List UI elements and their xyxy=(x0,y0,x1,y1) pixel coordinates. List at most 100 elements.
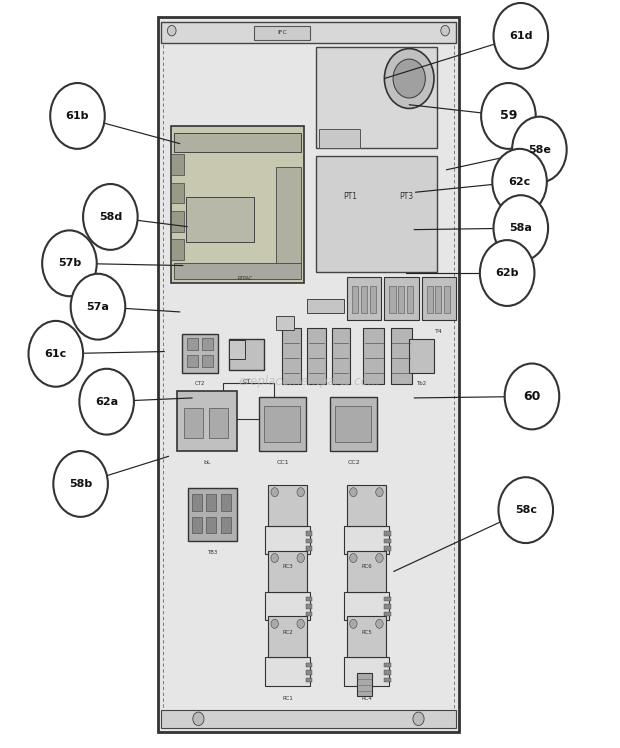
Text: CC2: CC2 xyxy=(348,460,360,465)
Bar xyxy=(229,339,264,370)
Circle shape xyxy=(297,619,304,628)
Bar xyxy=(344,657,389,686)
Bar xyxy=(335,406,371,442)
Bar xyxy=(444,286,450,313)
Bar xyxy=(363,328,384,384)
Bar xyxy=(170,126,304,283)
Bar xyxy=(188,488,237,541)
Bar xyxy=(221,517,231,533)
Bar xyxy=(192,517,202,533)
Bar xyxy=(223,383,274,419)
Bar xyxy=(384,531,391,536)
Bar xyxy=(268,485,307,526)
Bar xyxy=(306,663,312,667)
Bar xyxy=(209,408,228,438)
Text: IFC: IFC xyxy=(277,31,287,35)
Bar xyxy=(389,286,396,313)
Bar xyxy=(306,597,312,601)
Bar xyxy=(182,334,218,373)
Text: RTPAC: RTPAC xyxy=(237,276,252,281)
Bar xyxy=(221,494,231,511)
Bar xyxy=(391,328,412,384)
Circle shape xyxy=(393,59,425,98)
Bar xyxy=(356,673,372,696)
Bar xyxy=(264,406,300,442)
Bar xyxy=(398,286,404,313)
Bar xyxy=(174,263,301,279)
Circle shape xyxy=(494,3,548,69)
Circle shape xyxy=(193,712,204,726)
Circle shape xyxy=(350,619,357,628)
Bar xyxy=(306,604,312,609)
Bar xyxy=(384,670,391,675)
Circle shape xyxy=(42,230,97,296)
Bar xyxy=(186,197,254,242)
Text: 58d: 58d xyxy=(99,212,122,222)
Text: 58a: 58a xyxy=(510,223,532,233)
Bar xyxy=(170,154,184,175)
Bar xyxy=(344,592,389,620)
Text: PT3: PT3 xyxy=(399,192,413,201)
Text: 62a: 62a xyxy=(95,396,118,407)
Circle shape xyxy=(492,149,547,215)
Circle shape xyxy=(297,554,304,562)
Bar xyxy=(384,678,391,682)
Bar xyxy=(161,22,456,43)
Bar xyxy=(170,211,184,232)
Bar xyxy=(265,592,310,620)
Bar xyxy=(206,494,216,511)
Text: 61b: 61b xyxy=(66,111,89,121)
Circle shape xyxy=(350,488,357,497)
Text: 57a: 57a xyxy=(87,301,109,312)
Text: TB3: TB3 xyxy=(208,550,218,555)
Bar xyxy=(202,338,213,350)
Circle shape xyxy=(271,488,278,497)
Bar xyxy=(319,129,360,148)
Bar xyxy=(229,340,245,359)
Bar xyxy=(259,397,306,451)
Circle shape xyxy=(79,369,134,435)
Bar xyxy=(268,551,307,592)
Bar xyxy=(306,612,312,616)
Text: 59: 59 xyxy=(500,109,517,123)
Bar xyxy=(347,277,381,320)
Bar xyxy=(384,597,391,601)
Bar xyxy=(184,408,203,438)
Bar xyxy=(174,133,301,152)
Circle shape xyxy=(441,25,450,36)
Circle shape xyxy=(53,451,108,517)
Bar xyxy=(163,23,454,726)
Circle shape xyxy=(494,195,548,261)
Text: RC2: RC2 xyxy=(282,630,293,635)
Bar xyxy=(265,657,310,686)
Text: 58b: 58b xyxy=(69,479,92,489)
Circle shape xyxy=(505,364,559,429)
Text: 61c: 61c xyxy=(45,349,67,359)
Bar xyxy=(192,494,202,511)
Bar xyxy=(187,338,198,350)
Bar xyxy=(422,277,456,320)
Bar xyxy=(254,26,310,40)
Circle shape xyxy=(512,117,567,183)
Text: 58c: 58c xyxy=(515,505,537,515)
Bar xyxy=(206,517,216,533)
Text: RC4: RC4 xyxy=(361,696,372,701)
Bar xyxy=(306,531,312,536)
Bar xyxy=(158,17,459,732)
Text: 57b: 57b xyxy=(58,258,81,269)
Bar xyxy=(307,328,326,384)
Bar xyxy=(170,239,184,260)
Bar xyxy=(170,183,184,203)
Circle shape xyxy=(481,83,536,149)
Bar xyxy=(276,167,301,264)
Circle shape xyxy=(297,488,304,497)
Bar xyxy=(347,616,386,657)
Bar xyxy=(306,678,312,682)
Bar xyxy=(332,328,350,384)
Circle shape xyxy=(413,712,424,726)
Bar xyxy=(202,355,213,367)
Text: 62b: 62b xyxy=(495,268,519,278)
Bar xyxy=(384,612,391,616)
Bar xyxy=(352,286,358,313)
Bar xyxy=(161,710,456,728)
